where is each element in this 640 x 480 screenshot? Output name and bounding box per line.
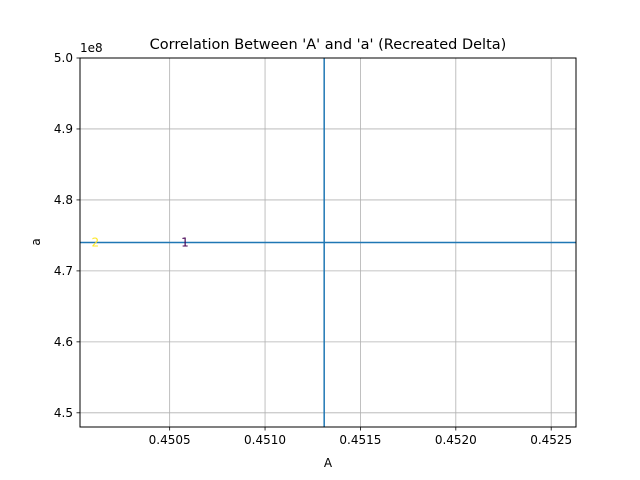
point-label-2: 2 <box>91 236 99 250</box>
y-tick-label: 4.9 <box>54 122 73 136</box>
y-axis-offset-label: 1e8 <box>80 41 103 55</box>
y-tick-label: 4.8 <box>54 193 73 207</box>
x-axis-ticks: 0.4505 0.4510 0.4515 0.4520 0.4525 <box>149 427 572 447</box>
x-tick-label: 0.4510 <box>244 433 286 447</box>
y-axis-label: a <box>29 238 43 245</box>
y-tick-label: 4.6 <box>54 335 73 349</box>
reference-lines <box>80 58 576 427</box>
point-label-1: 1 <box>181 236 189 250</box>
y-axis-ticks: 4.5 4.6 4.7 4.8 4.9 5.0 <box>54 51 80 420</box>
x-tick-label: 0.4505 <box>149 433 191 447</box>
y-tick-label: 4.5 <box>54 406 73 420</box>
plot-frame <box>79 57 577 428</box>
chart-title: Correlation Between 'A' and 'a' (Recreat… <box>150 37 507 53</box>
x-tick-label: 0.4515 <box>339 433 381 447</box>
point-labels: 12 <box>91 236 188 250</box>
y-tick-label: 5.0 <box>54 51 73 65</box>
x-axis-label: A <box>324 456 333 470</box>
x-tick-label: 0.4525 <box>530 433 572 447</box>
x-tick-label: 0.4520 <box>435 433 477 447</box>
y-tick-label: 4.7 <box>54 264 73 278</box>
